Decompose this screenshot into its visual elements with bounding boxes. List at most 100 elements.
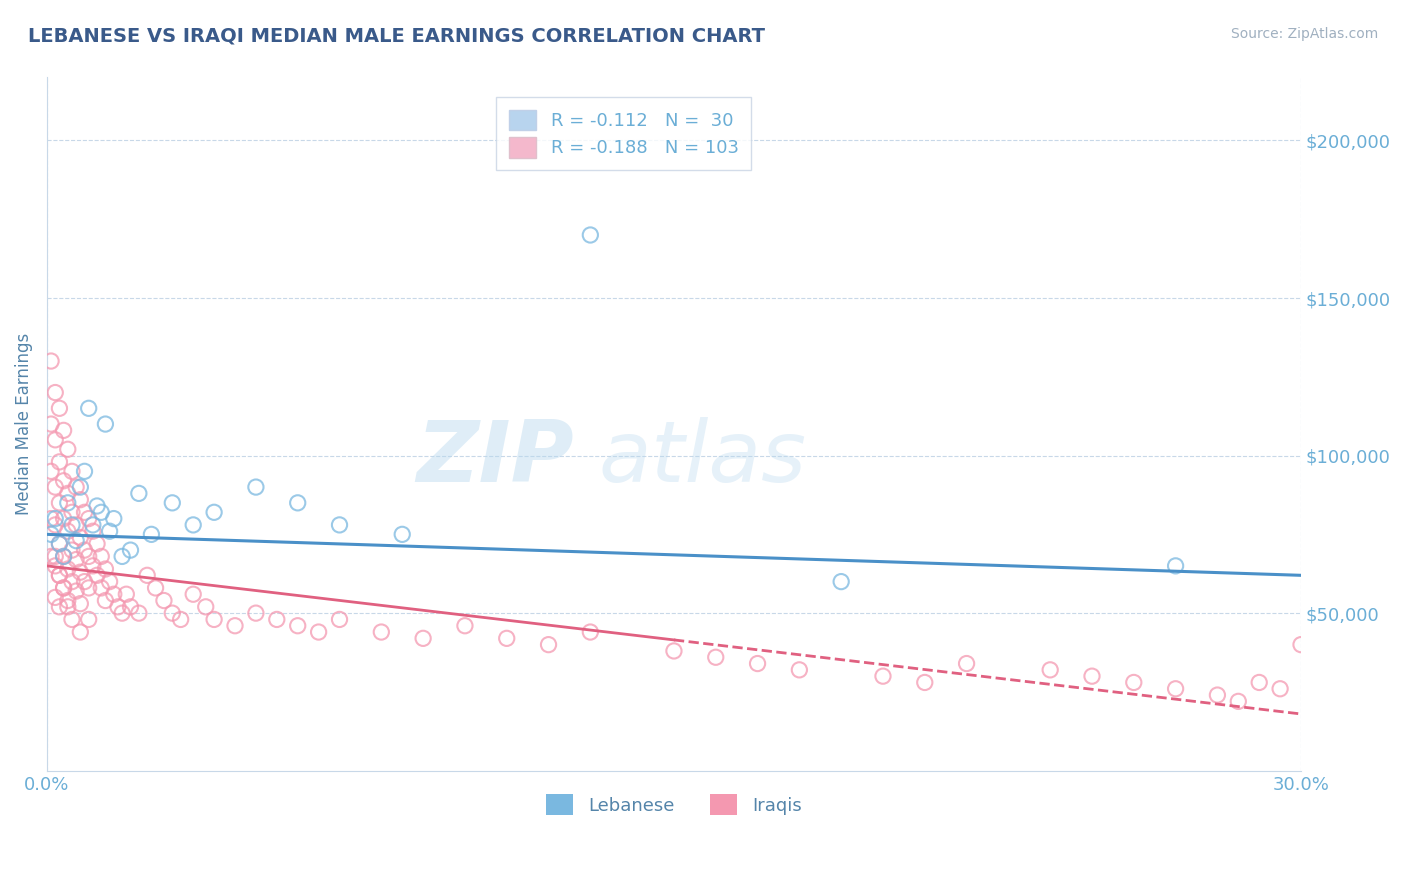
Point bbox=[69, 531, 91, 545]
Point bbox=[44, 433, 66, 447]
Point bbox=[52, 423, 75, 437]
Point bbox=[412, 632, 434, 646]
Point bbox=[1039, 663, 1062, 677]
Point bbox=[65, 533, 87, 548]
Point bbox=[98, 574, 121, 589]
Point bbox=[1206, 688, 1229, 702]
Point bbox=[65, 480, 87, 494]
Point bbox=[789, 663, 811, 677]
Point bbox=[56, 593, 79, 607]
Point bbox=[328, 517, 350, 532]
Point bbox=[120, 599, 142, 614]
Point bbox=[56, 496, 79, 510]
Point bbox=[1164, 558, 1187, 573]
Point bbox=[181, 587, 204, 601]
Point bbox=[44, 549, 66, 564]
Point bbox=[136, 568, 159, 582]
Point bbox=[39, 464, 62, 478]
Point bbox=[90, 505, 112, 519]
Point bbox=[44, 558, 66, 573]
Point bbox=[52, 581, 75, 595]
Point bbox=[73, 574, 96, 589]
Text: ZIP: ZIP bbox=[416, 417, 574, 500]
Point bbox=[107, 599, 129, 614]
Point bbox=[830, 574, 852, 589]
Text: Source: ZipAtlas.com: Source: ZipAtlas.com bbox=[1230, 27, 1378, 41]
Point bbox=[537, 638, 560, 652]
Point bbox=[370, 625, 392, 640]
Point bbox=[90, 581, 112, 595]
Point bbox=[120, 543, 142, 558]
Point bbox=[52, 474, 75, 488]
Point bbox=[128, 606, 150, 620]
Point bbox=[48, 568, 70, 582]
Point bbox=[82, 517, 104, 532]
Point bbox=[65, 552, 87, 566]
Legend: Lebanese, Iraqis: Lebanese, Iraqis bbox=[537, 785, 811, 824]
Point bbox=[266, 612, 288, 626]
Point bbox=[495, 632, 517, 646]
Point bbox=[60, 543, 83, 558]
Point bbox=[86, 568, 108, 582]
Point bbox=[103, 587, 125, 601]
Point bbox=[48, 496, 70, 510]
Point bbox=[56, 599, 79, 614]
Point bbox=[115, 587, 138, 601]
Point bbox=[94, 562, 117, 576]
Point bbox=[60, 464, 83, 478]
Point bbox=[103, 511, 125, 525]
Point bbox=[56, 486, 79, 500]
Point bbox=[69, 480, 91, 494]
Point bbox=[73, 543, 96, 558]
Point bbox=[60, 517, 83, 532]
Point bbox=[1227, 694, 1250, 708]
Point bbox=[77, 549, 100, 564]
Point bbox=[169, 612, 191, 626]
Text: atlas: atlas bbox=[599, 417, 807, 500]
Point bbox=[82, 524, 104, 539]
Point bbox=[111, 549, 134, 564]
Point bbox=[52, 511, 75, 525]
Point bbox=[1268, 681, 1291, 696]
Point bbox=[77, 581, 100, 595]
Point bbox=[48, 599, 70, 614]
Point bbox=[1081, 669, 1104, 683]
Point bbox=[1164, 681, 1187, 696]
Point bbox=[48, 537, 70, 551]
Point bbox=[328, 612, 350, 626]
Point bbox=[145, 581, 167, 595]
Point bbox=[955, 657, 977, 671]
Point bbox=[662, 644, 685, 658]
Point bbox=[86, 537, 108, 551]
Point bbox=[141, 527, 163, 541]
Point bbox=[94, 593, 117, 607]
Point bbox=[44, 591, 66, 605]
Point bbox=[94, 417, 117, 431]
Point bbox=[48, 401, 70, 416]
Point bbox=[65, 517, 87, 532]
Point bbox=[39, 417, 62, 431]
Point bbox=[60, 574, 83, 589]
Point bbox=[44, 385, 66, 400]
Point bbox=[69, 565, 91, 579]
Point bbox=[90, 549, 112, 564]
Point bbox=[48, 537, 70, 551]
Point bbox=[153, 593, 176, 607]
Point bbox=[224, 619, 246, 633]
Point bbox=[704, 650, 727, 665]
Point bbox=[56, 524, 79, 539]
Point bbox=[391, 527, 413, 541]
Point bbox=[308, 625, 330, 640]
Point bbox=[1122, 675, 1144, 690]
Point bbox=[82, 558, 104, 573]
Point bbox=[454, 619, 477, 633]
Point bbox=[39, 527, 62, 541]
Point bbox=[287, 496, 309, 510]
Point bbox=[69, 597, 91, 611]
Point bbox=[181, 517, 204, 532]
Point bbox=[287, 619, 309, 633]
Point bbox=[1289, 638, 1312, 652]
Point bbox=[52, 549, 75, 564]
Point bbox=[579, 625, 602, 640]
Point bbox=[77, 612, 100, 626]
